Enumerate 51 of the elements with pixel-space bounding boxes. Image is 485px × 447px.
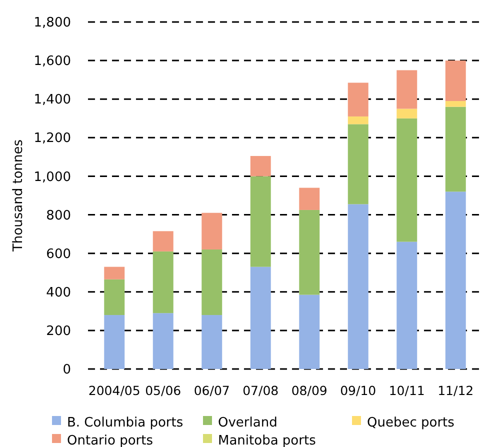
y-tick-label: 1,600 — [34, 54, 71, 70]
bar — [104, 266, 125, 280]
y-tick-label: 600 — [46, 246, 71, 262]
bar — [396, 108, 418, 118]
bar — [348, 204, 368, 369]
bar — [250, 176, 271, 267]
bar — [348, 116, 368, 124]
x-tick-label: 2004/05 — [88, 383, 140, 398]
y-tick-label: 0 — [62, 362, 71, 378]
y-tick-label: 1,000 — [34, 170, 71, 185]
bar — [152, 313, 174, 369]
bar — [396, 242, 418, 369]
bar — [202, 249, 222, 316]
x-tick-label: 08/09 — [291, 383, 328, 398]
legend-label: Quebec ports — [367, 416, 455, 431]
x-tick-label: 06/07 — [194, 383, 230, 398]
bar — [299, 188, 320, 210]
bar — [250, 156, 271, 176]
x-tick-label: 09/10 — [340, 383, 376, 398]
legend-label: Overland — [218, 416, 278, 431]
bar — [348, 124, 368, 204]
y-tick-label: 200 — [46, 324, 71, 339]
bar — [396, 70, 418, 109]
bar — [104, 279, 125, 316]
bar — [445, 60, 466, 102]
bar — [104, 315, 125, 369]
legend-label: Manitoba ports — [218, 434, 316, 447]
bar — [152, 251, 174, 314]
bar — [445, 101, 466, 107]
bar — [299, 210, 320, 295]
bar — [250, 266, 271, 369]
bar — [348, 82, 368, 116]
bar — [152, 231, 174, 252]
y-tick-label: 400 — [46, 285, 71, 300]
x-tick-label: 05/06 — [145, 383, 182, 398]
y-tick-label: 1,800 — [34, 16, 71, 31]
y-axis-title: Thousand tonnes — [11, 139, 26, 253]
x-tick-label: 07/08 — [242, 383, 279, 398]
bar — [445, 106, 466, 192]
y-tick-label: 800 — [46, 208, 71, 224]
legend-label: B. Columbia ports — [67, 416, 184, 431]
bar — [202, 212, 222, 250]
y-tick-label: 1,400 — [34, 92, 71, 108]
bar — [396, 118, 418, 242]
bar — [445, 192, 466, 369]
bar — [299, 294, 320, 369]
x-tick-label: 10/11 — [388, 383, 425, 398]
y-tick-label: 1,200 — [34, 131, 71, 146]
bar — [202, 315, 222, 369]
legend-label: Ontario ports — [67, 434, 154, 447]
x-tick-label: 11/12 — [438, 383, 474, 398]
